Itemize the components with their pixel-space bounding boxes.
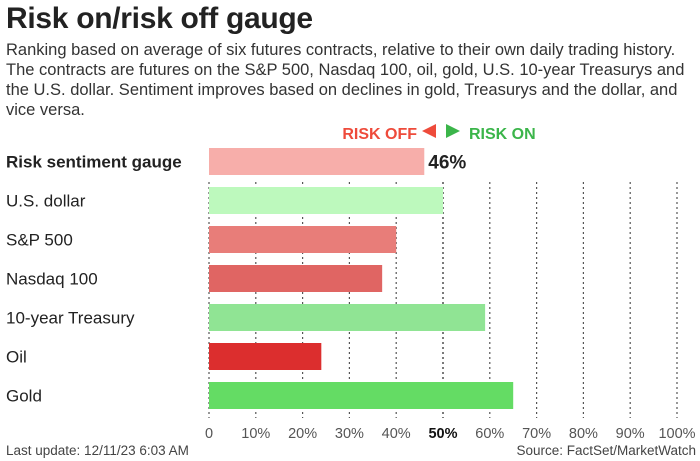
x-tick-label: 30% xyxy=(335,426,364,442)
x-tick-label: 0 xyxy=(205,426,213,442)
category-label: U.S. dollar xyxy=(6,192,86,211)
category-label: Oil xyxy=(6,348,27,367)
bar-s-p-500 xyxy=(209,226,397,253)
arrow-right-icon xyxy=(446,124,460,138)
source: Source: FactSet/MarketWatch xyxy=(516,443,696,458)
category-label: S&P 500 xyxy=(6,231,73,250)
bar-u-s-dollar xyxy=(209,187,443,214)
category-label: Gold xyxy=(6,387,42,406)
x-tick-label: 20% xyxy=(288,426,317,442)
bar-gold xyxy=(209,382,514,409)
category-label: 10-year Treasury xyxy=(6,309,135,328)
category-label: Risk sentiment gauge xyxy=(6,153,182,172)
bar-10-year-treasury xyxy=(209,304,486,331)
x-tick-label: 10% xyxy=(241,426,270,442)
arrow-left-icon xyxy=(422,124,436,138)
legend-risk-off: RISK OFF xyxy=(342,126,417,143)
chart-subtitle: Ranking based on average of six futures … xyxy=(6,41,685,119)
x-tick-label: 80% xyxy=(569,426,598,442)
x-tick-label: 50% xyxy=(428,426,457,442)
x-tick-label: 40% xyxy=(382,426,411,442)
x-tick-label: 90% xyxy=(616,426,645,442)
x-tick-label: 60% xyxy=(475,426,504,442)
chart-title: Risk on/risk off gauge xyxy=(6,2,313,35)
legend-risk-on: RISK ON xyxy=(469,126,536,143)
bar-risk-sentiment-gauge xyxy=(209,148,425,175)
bar-nasdaq-100 xyxy=(209,265,383,292)
bar-oil xyxy=(209,343,322,370)
last-update: Last update: 12/11/23 6:03 AM xyxy=(6,443,189,458)
x-tick-label: 100% xyxy=(658,426,695,442)
value-label: 46% xyxy=(428,153,466,174)
x-tick-label: 70% xyxy=(522,426,551,442)
category-label: Nasdaq 100 xyxy=(6,270,98,289)
